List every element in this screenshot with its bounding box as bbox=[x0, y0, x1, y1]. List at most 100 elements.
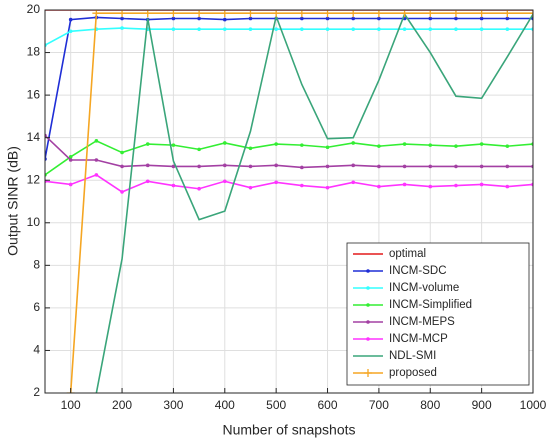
point bbox=[222, 179, 227, 184]
point bbox=[274, 180, 278, 185]
point bbox=[248, 164, 253, 169]
point bbox=[145, 142, 150, 146]
point bbox=[505, 27, 510, 31]
x-tick-label: 400 bbox=[215, 398, 235, 412]
point bbox=[351, 27, 356, 31]
point bbox=[428, 184, 433, 189]
point bbox=[325, 164, 330, 169]
point bbox=[248, 185, 253, 190]
point bbox=[222, 141, 227, 145]
point bbox=[479, 16, 484, 21]
point bbox=[120, 164, 124, 169]
series-line bbox=[45, 174, 533, 193]
point bbox=[246, 10, 255, 18]
point bbox=[143, 10, 152, 18]
legend-label: optimal bbox=[389, 248, 426, 260]
point bbox=[374, 10, 383, 18]
point bbox=[479, 27, 484, 31]
legend-marker bbox=[366, 303, 370, 307]
x-tick-label: 200 bbox=[112, 398, 132, 412]
point bbox=[428, 164, 433, 169]
point bbox=[377, 27, 381, 31]
point bbox=[248, 16, 253, 21]
point bbox=[428, 143, 433, 147]
point bbox=[505, 16, 510, 21]
point bbox=[248, 27, 253, 31]
point bbox=[454, 164, 458, 169]
y-tick-label: 20 bbox=[27, 2, 41, 16]
x-tick-label: 900 bbox=[472, 398, 492, 412]
point bbox=[274, 163, 278, 168]
point bbox=[120, 150, 124, 155]
point bbox=[477, 10, 486, 18]
point bbox=[428, 27, 433, 31]
point bbox=[479, 164, 484, 169]
point bbox=[145, 179, 150, 184]
point bbox=[451, 10, 460, 18]
point bbox=[120, 26, 124, 30]
y-tick-label: 2 bbox=[33, 385, 40, 399]
point bbox=[171, 183, 176, 188]
point bbox=[300, 27, 304, 31]
point bbox=[195, 10, 204, 18]
point bbox=[197, 186, 201, 191]
point bbox=[169, 10, 178, 18]
point bbox=[503, 10, 512, 18]
y-tick-label: 4 bbox=[33, 343, 40, 357]
legend-label: INCM-Simplified bbox=[389, 299, 472, 311]
legend-label: INCM-SDC bbox=[389, 265, 447, 277]
x-tick-label: 300 bbox=[163, 398, 183, 412]
point bbox=[351, 16, 356, 21]
point bbox=[402, 182, 407, 187]
y-tick-label: 12 bbox=[27, 172, 41, 186]
x-tick-label: 1000 bbox=[520, 398, 547, 412]
point bbox=[351, 141, 356, 145]
point bbox=[118, 10, 127, 18]
series-line bbox=[45, 27, 533, 46]
point bbox=[300, 183, 304, 188]
legend-marker bbox=[364, 369, 372, 377]
y-axis-label: Output SINR (dB) bbox=[5, 146, 21, 256]
series-line bbox=[45, 134, 533, 169]
point bbox=[272, 10, 281, 18]
point bbox=[145, 163, 150, 168]
point bbox=[222, 163, 227, 168]
point bbox=[402, 164, 407, 169]
point bbox=[68, 29, 73, 34]
point bbox=[377, 16, 381, 21]
point bbox=[479, 142, 484, 146]
y-tick-label: 14 bbox=[27, 130, 41, 144]
point bbox=[428, 16, 433, 21]
point bbox=[454, 144, 458, 148]
y-tick-label: 18 bbox=[27, 45, 41, 59]
point bbox=[325, 185, 330, 190]
point bbox=[197, 16, 201, 21]
plot-frame bbox=[44, 9, 534, 394]
point bbox=[323, 10, 332, 18]
point bbox=[300, 143, 304, 147]
point bbox=[171, 16, 176, 21]
series-line bbox=[45, 16, 533, 160]
point bbox=[479, 182, 484, 187]
point bbox=[349, 10, 358, 18]
point bbox=[171, 164, 176, 169]
point bbox=[222, 27, 227, 31]
point bbox=[325, 145, 330, 150]
point bbox=[68, 155, 73, 159]
legend-marker bbox=[366, 320, 370, 324]
legend-label: NDL-SMI bbox=[389, 350, 436, 362]
y-tick-label: 10 bbox=[27, 215, 41, 229]
legend-marker bbox=[366, 269, 370, 273]
point bbox=[171, 143, 176, 147]
y-tick-label: 6 bbox=[33, 300, 40, 314]
y-tick-label: 8 bbox=[33, 258, 40, 272]
x-tick-label: 700 bbox=[369, 398, 389, 412]
point bbox=[325, 16, 330, 21]
x-axis-label: Number of snapshots bbox=[222, 422, 355, 438]
point bbox=[94, 158, 99, 162]
point bbox=[454, 27, 458, 31]
point bbox=[300, 165, 304, 170]
point bbox=[68, 182, 73, 187]
point bbox=[68, 158, 73, 162]
point bbox=[377, 164, 381, 169]
